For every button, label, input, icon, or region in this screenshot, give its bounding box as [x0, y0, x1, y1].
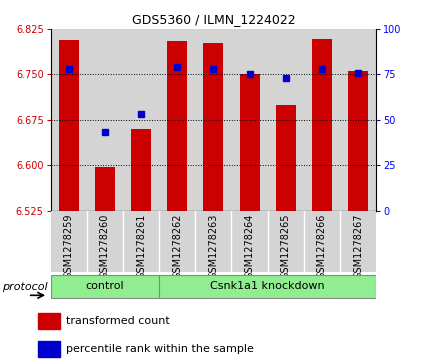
- Bar: [268, 29, 304, 211]
- Bar: [231, 29, 268, 211]
- Text: protocol: protocol: [3, 282, 48, 292]
- Text: Csnk1a1 knockdown: Csnk1a1 knockdown: [210, 281, 325, 291]
- Text: GSM1278261: GSM1278261: [136, 213, 146, 279]
- Bar: [87, 211, 123, 272]
- Text: GSM1278262: GSM1278262: [172, 213, 182, 279]
- Bar: [203, 43, 224, 211]
- Text: GSM1278260: GSM1278260: [100, 213, 110, 279]
- Bar: [304, 211, 340, 272]
- Bar: [340, 211, 376, 272]
- Bar: [51, 29, 87, 211]
- Bar: [59, 40, 79, 211]
- Title: GDS5360 / ILMN_1224022: GDS5360 / ILMN_1224022: [132, 13, 295, 26]
- Bar: [195, 211, 231, 272]
- Text: GSM1278259: GSM1278259: [64, 213, 73, 279]
- Text: GSM1278266: GSM1278266: [317, 213, 327, 279]
- Bar: [123, 29, 159, 211]
- FancyBboxPatch shape: [159, 275, 376, 298]
- Text: control: control: [85, 281, 124, 291]
- Text: GSM1278263: GSM1278263: [209, 213, 218, 279]
- Bar: [167, 41, 187, 211]
- Bar: [123, 211, 159, 272]
- Text: GSM1278264: GSM1278264: [245, 213, 255, 279]
- Bar: [159, 211, 195, 272]
- Text: GSM1278267: GSM1278267: [353, 213, 363, 279]
- Bar: [268, 211, 304, 272]
- Bar: [38, 313, 60, 329]
- FancyBboxPatch shape: [51, 275, 159, 298]
- Bar: [38, 341, 60, 357]
- Bar: [195, 29, 231, 211]
- Bar: [340, 29, 376, 211]
- Text: percentile rank within the sample: percentile rank within the sample: [66, 344, 254, 354]
- Bar: [348, 72, 368, 211]
- Bar: [131, 130, 151, 211]
- Bar: [304, 29, 340, 211]
- Bar: [159, 29, 195, 211]
- Bar: [276, 105, 296, 211]
- Bar: [95, 167, 115, 211]
- Bar: [51, 211, 87, 272]
- Bar: [231, 211, 268, 272]
- Bar: [87, 29, 123, 211]
- Text: GSM1278265: GSM1278265: [281, 213, 291, 279]
- Text: transformed count: transformed count: [66, 316, 170, 326]
- Bar: [312, 39, 332, 211]
- Bar: [240, 74, 260, 211]
